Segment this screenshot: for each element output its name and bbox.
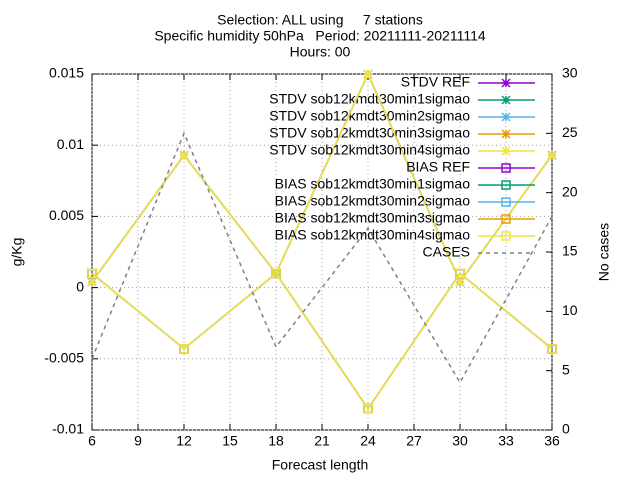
- legend-marker: [501, 95, 511, 105]
- point-marker: [363, 403, 373, 414]
- legend-marker: [501, 78, 511, 88]
- legend-marker: [501, 146, 511, 156]
- point-marker: [547, 344, 557, 354]
- point-marker: [179, 344, 189, 354]
- y-tick-label: 0: [76, 278, 84, 294]
- legend-marker: [501, 112, 511, 122]
- legend-marker: [501, 231, 511, 241]
- point-marker: [455, 268, 465, 279]
- x-tick-label: 27: [406, 433, 422, 449]
- series-line: [91, 272, 553, 410]
- legend-label: STDV sob12kmdt30min2sigmao: [269, 108, 470, 124]
- legend-label: CASES: [423, 244, 470, 260]
- y2-tick-label: 0: [562, 421, 570, 437]
- title-line: Specific humidity 50hPa Period: 20211111…: [154, 28, 486, 44]
- legend-label: BIAS REF: [406, 159, 470, 175]
- x-tick-label: 12: [176, 433, 192, 449]
- x-tick-label: 33: [498, 433, 514, 449]
- legend-label: BIAS sob12kmdt30min3sigmao: [275, 210, 471, 226]
- legend-label: STDV sob12kmdt30min3sigmao: [269, 125, 470, 141]
- y2-tick-label: 10: [562, 302, 578, 318]
- point-marker: [363, 69, 373, 79]
- legend-marker: [501, 214, 511, 224]
- y2-tick-label: 15: [562, 243, 578, 259]
- y2-axis-label: No cases: [596, 223, 612, 281]
- x-tick-label: 6: [88, 433, 96, 449]
- y-tick-label: -0.005: [44, 350, 84, 366]
- y2-tick-label: 25: [562, 124, 578, 140]
- point-marker: [547, 150, 557, 160]
- point-marker: [87, 277, 97, 287]
- legend-marker: [501, 180, 511, 190]
- x-tick-label: 15: [222, 433, 238, 449]
- legend-marker: [501, 129, 511, 139]
- x-tick-label: 9: [134, 433, 142, 449]
- title-line: Selection: ALL using 7 stations: [217, 12, 423, 28]
- x-axis-label: Forecast length: [272, 457, 369, 473]
- legend-marker: [501, 163, 511, 173]
- point-marker: [179, 150, 189, 160]
- series-line: [91, 72, 553, 284]
- x-tick-label: 21: [314, 433, 330, 449]
- y-tick-label: 0.01: [57, 136, 84, 152]
- x-tick-label: 30: [452, 433, 468, 449]
- y-tick-label: 0.015: [49, 65, 84, 81]
- x-tick-label: 36: [544, 433, 560, 449]
- point-marker: [271, 268, 281, 279]
- legend-label: STDV REF: [401, 74, 470, 90]
- title-line: Hours: 00: [290, 44, 351, 60]
- legend-label: BIAS sob12kmdt30min1sigmao: [275, 176, 471, 192]
- legend-label: STDV sob12kmdt30min1sigmao: [269, 91, 470, 107]
- x-tick-label: 18: [268, 433, 284, 449]
- y-axis-label: g/Kg: [9, 238, 25, 267]
- point-marker: [455, 277, 465, 287]
- y2-tick-label: 30: [562, 65, 578, 81]
- y2-tick-label: 5: [562, 361, 570, 377]
- legend-marker: [501, 197, 511, 207]
- y-tick-label: -0.01: [52, 421, 84, 437]
- x-tick-label: 24: [360, 433, 376, 449]
- point-marker: [87, 268, 97, 279]
- legend-label: BIAS sob12kmdt30min2sigmao: [275, 193, 471, 209]
- legend-label: STDV sob12kmdt30min4sigmao: [269, 142, 470, 158]
- y2-tick-label: 20: [562, 183, 578, 199]
- series-line: [91, 131, 553, 385]
- y-tick-label: 0.005: [49, 207, 84, 223]
